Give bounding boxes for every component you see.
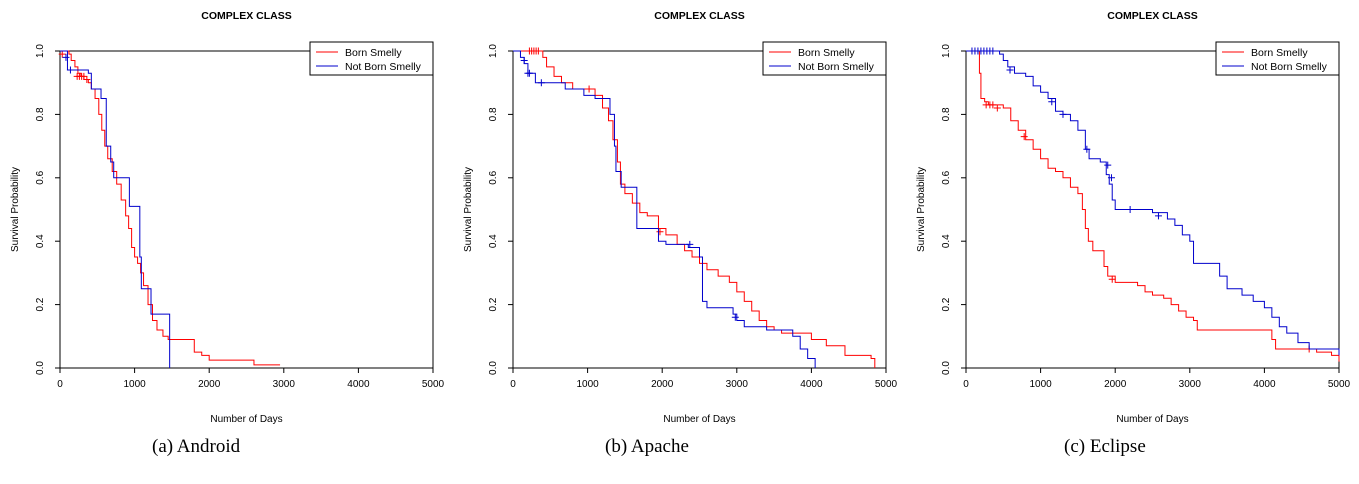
x-tick-label: 1000 xyxy=(576,379,599,390)
censor-mark xyxy=(731,313,739,321)
censor-mark xyxy=(585,85,593,93)
censor-mark xyxy=(520,57,528,65)
y-tick-label: 0.8 xyxy=(35,107,46,121)
chart-title: COMPLEX CLASS xyxy=(654,10,744,22)
censor-mark xyxy=(1048,98,1056,106)
censor-mark xyxy=(83,76,91,84)
censor-mark xyxy=(1083,145,1091,153)
legend-box xyxy=(309,41,434,76)
y-axis-label: Survival Probability xyxy=(916,167,927,252)
legend-label: Not Born Smelly xyxy=(345,61,422,73)
x-axis-label: Number of Days xyxy=(210,414,282,425)
chart-svg-c: COMPLEX CLASS 0 1000 2000 3000 4000 5000 0.0 0.2… xyxy=(916,10,1351,425)
x-tick-label: 4000 xyxy=(800,379,823,390)
series-line-born-smelly xyxy=(966,50,1340,362)
plot-frame xyxy=(965,50,1340,369)
x-tick-label: 3000 xyxy=(726,379,749,390)
y-tick-label: 1.0 xyxy=(35,44,46,58)
censor-mark xyxy=(989,47,997,55)
chart-panel-b: COMPLEX CLASS 0 1000 2000 3000 4000 5000 0.0 0.2… xyxy=(453,0,906,484)
censor-mark xyxy=(1006,66,1014,74)
x-tick-label: 1000 xyxy=(123,379,146,390)
x-tick-label: 5000 xyxy=(422,379,445,390)
censor-mark xyxy=(66,66,74,74)
censor-mark xyxy=(58,50,66,58)
x-tick-label: 5000 xyxy=(1328,379,1351,390)
chart-svg-b: COMPLEX CLASS 0 1000 2000 3000 4000 5000 0.0 0.2… xyxy=(463,10,898,425)
y-tick-label: 0.4 xyxy=(35,234,46,248)
censor-mark xyxy=(686,240,694,248)
y-tick-label: 0.8 xyxy=(488,107,499,121)
legend-label: Born Smelly xyxy=(798,47,855,59)
y-tick-label: 0.0 xyxy=(941,361,952,375)
plot-frame xyxy=(59,50,434,369)
x-tick-label: 3000 xyxy=(1179,379,1202,390)
chart-panel-a: COMPLEX CLASS 0 1000 2000 3000 4000 5000 0.0 0.2… xyxy=(0,0,453,484)
x-tick-label: 0 xyxy=(963,379,969,390)
legend-label: Born Smelly xyxy=(345,47,402,59)
legend-label: Born Smelly xyxy=(1251,47,1308,59)
legend-label: Not Born Smelly xyxy=(1251,61,1328,73)
censor-mark xyxy=(1126,206,1134,213)
y-tick-label: 1.0 xyxy=(488,44,499,58)
x-tick-label: 5000 xyxy=(875,379,898,390)
y-axis-label: Survival Probability xyxy=(463,167,474,252)
y-tick-label: 0.6 xyxy=(488,170,499,184)
y-axis-label: Survival Probability xyxy=(10,167,21,252)
x-tick-label: 1000 xyxy=(1029,379,1052,390)
x-tick-label: 3000 xyxy=(273,379,296,390)
censor-mark xyxy=(537,79,545,87)
censor-mark xyxy=(1107,174,1115,182)
caption-a: (a) Android xyxy=(152,436,241,457)
caption-c: (c) Eclipse xyxy=(1064,436,1146,457)
chart-title: COMPLEX CLASS xyxy=(201,10,291,22)
censor-mark xyxy=(525,69,533,77)
censor-mark xyxy=(1020,133,1028,141)
y-tick-label: 0.0 xyxy=(35,361,46,375)
censor-mark xyxy=(656,228,664,236)
series-line-not-born-smelly xyxy=(60,50,171,368)
y-tick-label: 0.2 xyxy=(35,297,46,311)
y-tick-label: 0.6 xyxy=(941,170,952,184)
chart-title: COMPLEX CLASS xyxy=(1107,10,1197,22)
series-line-not-born-smelly xyxy=(966,50,1340,356)
y-tick-label: 0.0 xyxy=(488,361,499,375)
plot-frame xyxy=(512,50,887,369)
x-tick-label: 4000 xyxy=(1253,379,1276,390)
censor-mark xyxy=(1154,212,1162,220)
censor-mark xyxy=(534,47,542,55)
x-tick-label: 2000 xyxy=(651,379,674,390)
legend-box xyxy=(762,41,887,76)
x-tick-label: 2000 xyxy=(1104,379,1127,390)
censor-mark xyxy=(1108,275,1116,283)
series-line-born-smelly xyxy=(513,50,876,368)
y-tick-label: 0.2 xyxy=(488,297,499,311)
x-tick-label: 0 xyxy=(57,379,63,390)
legend-box xyxy=(1215,41,1340,76)
censor-mark xyxy=(1059,110,1067,118)
caption-b: (b) Apache xyxy=(605,436,689,457)
censor-mark xyxy=(1104,161,1112,169)
x-tick-label: 0 xyxy=(510,379,516,390)
censor-mark xyxy=(993,104,1001,112)
y-tick-label: 1.0 xyxy=(941,44,952,58)
y-tick-label: 0.2 xyxy=(941,297,952,311)
y-tick-label: 0.6 xyxy=(35,170,46,184)
x-axis-label: Number of Days xyxy=(1116,414,1188,425)
legend-label: Not Born Smelly xyxy=(798,61,875,73)
chart-panel-c: COMPLEX CLASS 0 1000 2000 3000 4000 5000 0.0 0.2… xyxy=(906,0,1359,484)
y-tick-label: 0.4 xyxy=(488,234,499,248)
censor-mark xyxy=(989,101,997,109)
y-tick-label: 0.4 xyxy=(941,234,952,248)
x-tick-label: 2000 xyxy=(198,379,221,390)
series-line-not-born-smelly xyxy=(513,50,816,368)
censor-mark xyxy=(80,72,88,80)
x-tick-label: 4000 xyxy=(347,379,370,390)
y-tick-label: 0.8 xyxy=(941,107,952,121)
chart-svg-a: COMPLEX CLASS 0 1000 2000 3000 4000 5000 0.0 0.2… xyxy=(10,10,445,425)
censor-mark xyxy=(62,53,70,61)
x-axis-label: Number of Days xyxy=(663,414,735,425)
